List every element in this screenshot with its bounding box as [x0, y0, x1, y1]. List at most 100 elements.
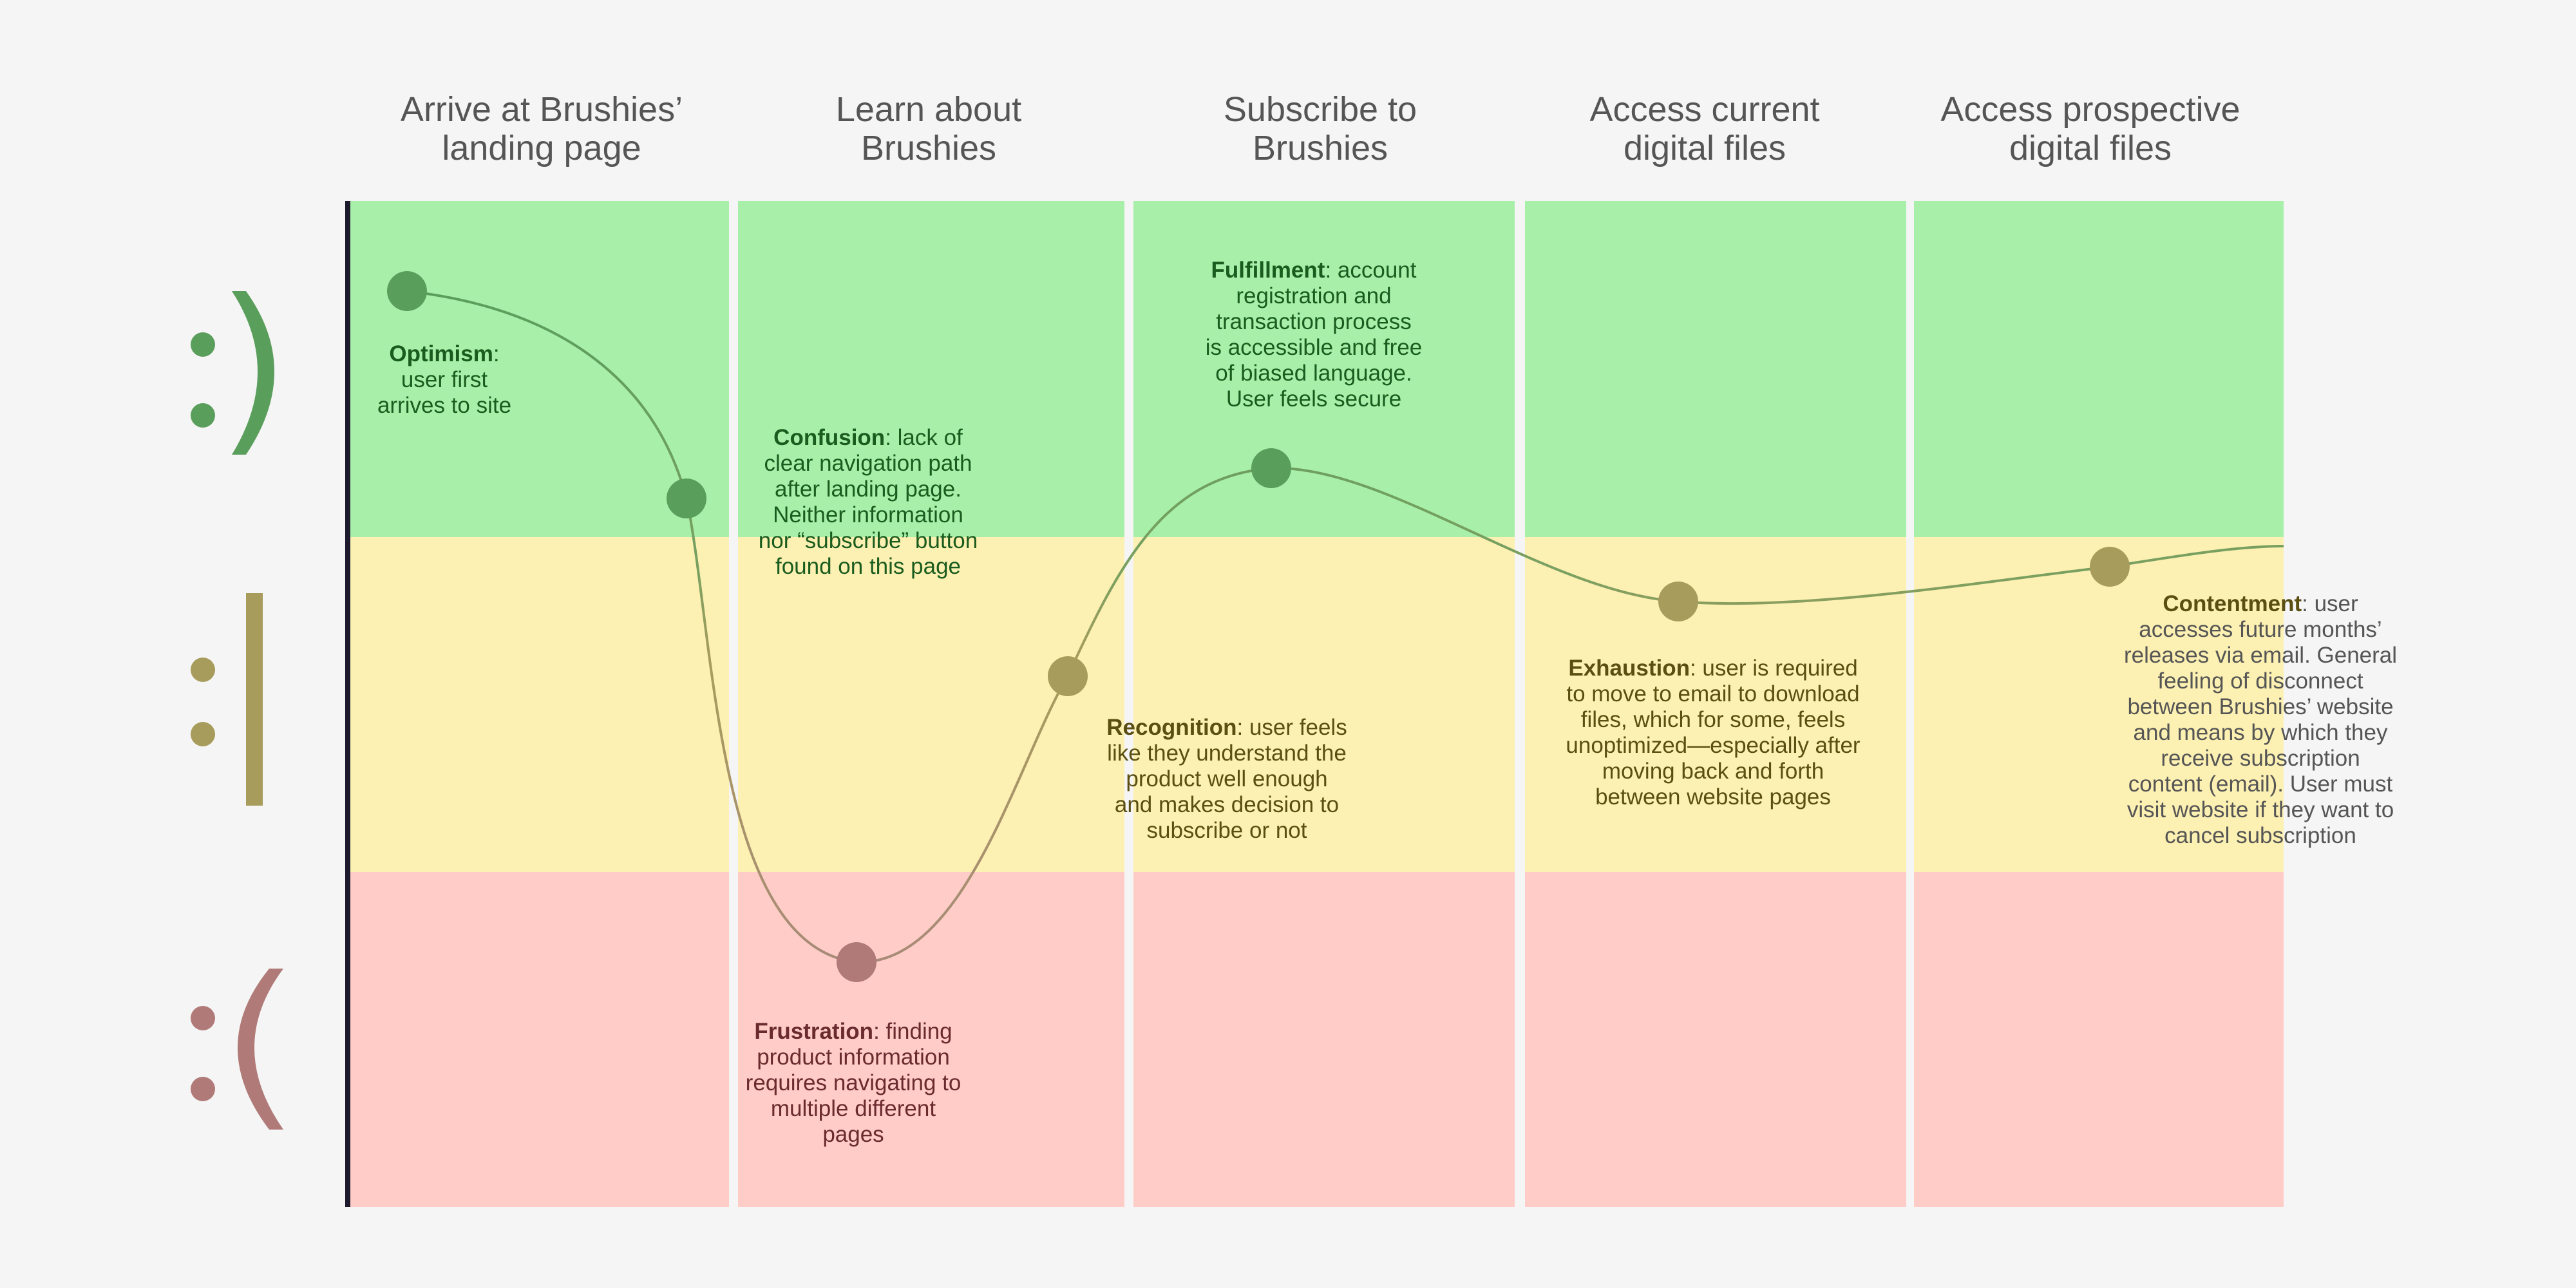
journey-curve — [406, 290, 2284, 964]
stage-column-subscribe — [1133, 201, 1515, 1207]
happy-band — [350, 201, 729, 537]
happy-band — [1914, 201, 2284, 537]
stage-column-learn — [738, 201, 1124, 1207]
annotation-line: and makes decision to — [1114, 792, 1340, 817]
annotation-line: registration and — [1236, 283, 1392, 308]
annotation-line: releases via email. General — [2123, 643, 2398, 668]
happy-band — [1525, 201, 1906, 537]
neutral-band — [738, 537, 1124, 872]
annotation-line: feeling of disconnect — [2157, 668, 2363, 694]
stage-column-current — [1525, 201, 1906, 1207]
annotation-label: Fulfillment — [1211, 258, 1325, 283]
stage-title-line: Access prospective — [1940, 90, 2240, 129]
stage-title-line: digital files — [2009, 129, 2172, 167]
annotation-optimism: Optimism: user first arrives to site — [348, 341, 541, 419]
sad-band — [350, 872, 729, 1207]
annotation-line: between website pages — [1595, 784, 1831, 810]
sad-band — [1525, 872, 1906, 1207]
stage-title-line: Brushies — [1252, 129, 1388, 167]
happy-band — [1133, 201, 1515, 537]
annotation-line: user first — [401, 367, 488, 392]
stage-title-line: digital files — [1623, 129, 1786, 167]
annotation-line: : user is required — [1689, 656, 1858, 681]
touchpoint-marker — [2090, 547, 2130, 587]
annotation-exhaustion: Exhaustion: user is required to move to … — [1533, 656, 1893, 810]
annotation-line: cancel subscription — [2164, 823, 2356, 848]
annotation-line: moving back and forth — [1602, 759, 1824, 784]
annotation-line: product well enough — [1126, 766, 1328, 791]
annotation-line: transaction process — [1216, 309, 1412, 334]
smile-mouth — [232, 291, 274, 455]
frown-mouth — [238, 969, 283, 1130]
stage-column-arrive — [350, 201, 729, 1207]
annotation-line: : account — [1325, 258, 1417, 283]
annotation-line: accesses future months’ — [2139, 617, 2382, 642]
stage-title-prospective: Access prospective digital files — [1897, 90, 2284, 167]
annotation-line: : finding — [873, 1019, 952, 1044]
neutral-band — [1133, 537, 1515, 872]
annotation-line: visit website if they want to — [2126, 797, 2394, 822]
annotation-line: subscribe or not — [1146, 818, 1307, 843]
stage-column-prospective — [1914, 201, 2284, 1207]
stage-title-line: Brushies — [860, 129, 997, 167]
annotation-line: unoptimized—especially after — [1566, 733, 1861, 758]
annotation-label: Recognition — [1106, 715, 1237, 740]
touchpoint-marker — [1658, 582, 1698, 621]
annotation-line: pages — [822, 1122, 884, 1147]
stage-title-line: Arrive at Brushies’ — [400, 90, 683, 129]
sad-band — [1133, 872, 1515, 1207]
stage-title-current: Access current digital files — [1511, 90, 1898, 167]
stage-title-line: Learn about — [835, 90, 1022, 129]
eye-dot — [191, 332, 215, 357]
annotation-contentment: Contentment: user accesses future months… — [2106, 591, 2415, 849]
eye-dot — [191, 1077, 215, 1101]
annotation-line: of biased language. — [1215, 361, 1412, 386]
touchpoint-marker — [837, 942, 876, 982]
annotation-label: Optimism — [389, 341, 493, 366]
emotion-axis-line — [345, 201, 350, 1207]
annotation-label: Confusion — [773, 425, 886, 450]
neutral-face-icon — [187, 589, 283, 808]
stage-title-subscribe: Subscribe to Brushies — [1127, 90, 1513, 167]
annotation-line: files, which for some, feels — [1580, 707, 1846, 732]
eye-dot — [191, 403, 215, 428]
annotation-line: receive subscription — [2161, 746, 2360, 771]
stage-title-line: Subscribe to — [1223, 90, 1417, 129]
annotation-label: Contentment — [2163, 591, 2302, 616]
annotation-line: found on this page — [775, 554, 961, 579]
annotation-line: is accessible and free — [1205, 335, 1423, 360]
neutral-band — [1914, 537, 2284, 872]
annotation-recognition: Recognition: user feels like they unders… — [1066, 715, 1388, 844]
annotation-line: arrives to site — [377, 393, 512, 418]
annotation-line: : user feels — [1236, 715, 1347, 740]
annotation-frustration: Frustration: finding product information… — [708, 1019, 998, 1148]
annotation-line: : user — [2302, 591, 2358, 616]
touchpoint-marker — [1048, 656, 1088, 696]
annotation-line: after landing page. — [775, 477, 961, 502]
happy-face-icon — [187, 283, 283, 464]
annotation-line: and means by which they — [2133, 720, 2388, 745]
annotation-line: clear navigation path — [764, 451, 972, 476]
touchpoint-marker — [387, 271, 427, 311]
stage-title-arrive: Arrive at Brushies’ landing page — [348, 90, 735, 167]
annotation-line: multiple different — [770, 1096, 936, 1121]
touchpoint-marker — [1251, 448, 1291, 488]
annotation-line: between Brushies’ website — [2127, 694, 2394, 719]
sad-face-icon — [187, 966, 296, 1133]
annotation-label: Exhaustion — [1568, 656, 1690, 681]
annotation-line: to move to email to download — [1566, 681, 1860, 706]
annotation-line: like they understand the — [1107, 741, 1347, 766]
stage-title-line: Access current — [1589, 90, 1820, 129]
sad-band — [1914, 872, 2284, 1207]
touchpoint-marker — [667, 478, 706, 518]
annotation-label: Frustration — [754, 1019, 874, 1044]
happy-band — [738, 201, 1124, 537]
annotation-line: requires navigating to — [745, 1070, 961, 1095]
neutral-band — [350, 537, 729, 872]
annotation-fulfillment: Fulfillment: account registration and tr… — [1153, 258, 1475, 412]
annotation-line: Neither information — [773, 502, 963, 527]
annotation-confusion: Confusion: lack of clear navigation path… — [707, 425, 1029, 580]
stage-title-line: landing page — [442, 129, 641, 167]
neutral-mouth — [246, 593, 263, 806]
